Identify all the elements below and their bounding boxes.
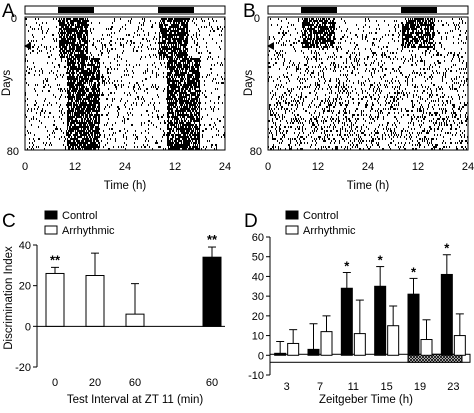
xtick-label-d: 23 xyxy=(447,381,459,393)
xtick-a-0: 0 xyxy=(22,161,28,173)
bar-d-arrhythmic-15 xyxy=(387,325,400,356)
significance-c: ** xyxy=(50,252,61,267)
bar-d-control-7 xyxy=(307,348,320,356)
ytick-label-d: 60 xyxy=(252,232,264,244)
light-dark-bar-d xyxy=(269,353,471,363)
xlabel-b: Time (h) xyxy=(347,180,390,192)
legend-label-control-d: Control xyxy=(303,210,338,222)
dark-phase-a-2 xyxy=(158,7,194,13)
actogram-activity-a xyxy=(25,18,225,150)
legend-label-control-c: Control xyxy=(62,210,97,222)
dark-phase-b-1 xyxy=(301,7,337,13)
actogram-b xyxy=(268,18,468,150)
xtick-a-12b: 12 xyxy=(169,161,181,173)
panel-a: A 0 80 Days 0 12 24 12 24 Time (h) xyxy=(1,1,231,192)
panel-d: D Control Arrhythmic -10 0 10 20 30 40 50 60 3 7 *… xyxy=(244,210,471,406)
dark-phase-d xyxy=(407,353,463,363)
light-dark-bar-b xyxy=(267,5,469,15)
legend-label-arrhythmic-c: Arrhythmic xyxy=(62,225,115,237)
bar-d-arrhythmic-19 xyxy=(420,339,433,356)
bar-d-control-15 xyxy=(374,285,387,356)
ytick-label-d: 10 xyxy=(252,331,264,343)
xtick-label-d: 11 xyxy=(348,381,359,393)
dark-phase-a-1 xyxy=(58,7,94,13)
xtick-a-24: 24 xyxy=(119,161,131,173)
xtick-label-c: 0 xyxy=(52,377,58,389)
actogram-a xyxy=(25,18,225,150)
legend-swatch-arrhythmic-d xyxy=(285,225,299,235)
bar-c-arrhythmic-60 xyxy=(125,313,145,327)
panel-letter-d: D xyxy=(244,211,258,232)
ytick-b-80: 80 xyxy=(250,146,262,158)
xlabel-d: Zeitgeber Time (h) xyxy=(319,394,413,406)
xtick-label-d: 19 xyxy=(414,381,426,393)
xlabel-a: Time (h) xyxy=(104,180,147,192)
ytick-a-80: 80 xyxy=(7,146,19,158)
significance-d: * xyxy=(344,258,350,273)
actogram-frame-a xyxy=(24,16,226,151)
bar-c-control-60 xyxy=(202,256,222,327)
xtick-label-c: 20 xyxy=(89,377,101,389)
arrow-marker-b xyxy=(267,42,274,50)
ytick-label-c: 40 xyxy=(19,240,31,252)
panel-b: B 0 80 Days 0 12 24 12 24 Time (h) xyxy=(243,1,474,192)
xtick-b-12b: 12 xyxy=(412,161,424,173)
ytick-label-c: 20 xyxy=(19,281,31,293)
panel-letter-a: A xyxy=(2,1,15,22)
bar-d-control-3 xyxy=(274,352,287,356)
chart-c: -20 0 20 40 ** 0 20 60 ** 60 xyxy=(15,232,225,389)
significance-c: ** xyxy=(207,232,218,247)
legend-label-arrhythmic-d: Arrhythmic xyxy=(303,225,356,237)
arrow-marker-a xyxy=(24,42,31,50)
ytick-label-c: 0 xyxy=(25,321,31,333)
significance-d: * xyxy=(378,253,384,268)
xtick-a-24b: 24 xyxy=(219,161,231,173)
ytick-label-c: -20 xyxy=(15,362,31,374)
legend-swatch-control-c xyxy=(44,210,58,220)
bar-d-control-11 xyxy=(340,287,353,356)
xtick-b-24: 24 xyxy=(362,161,374,173)
bar-d-control-19 xyxy=(407,293,420,356)
significance-d: * xyxy=(444,241,450,256)
panel-letter-c: C xyxy=(2,211,16,232)
legend-swatch-arrhythmic-c xyxy=(44,225,58,235)
actogram-activity-b xyxy=(268,18,468,150)
bar-d-arrhythmic-7 xyxy=(320,331,333,356)
ytick-label-d: -10 xyxy=(248,370,264,382)
ytick-label-d: 50 xyxy=(252,252,264,264)
bar-d-arrhythmic-23 xyxy=(453,335,466,356)
chart-d: -10 0 10 20 30 40 50 60 3 7 * 11 * 15 * 19 * 23 xyxy=(248,232,471,393)
xtick-label-c: 60 xyxy=(129,377,141,389)
xtick-label-d: 3 xyxy=(284,381,290,393)
actogram-frame-b xyxy=(267,16,469,151)
xtick-label-d: 7 xyxy=(317,381,323,393)
bar-c-arrhythmic-20 xyxy=(85,275,105,327)
ytick-b-0: 0 xyxy=(254,13,260,25)
ylabel-b: Days xyxy=(243,70,255,96)
bar-d-control-23 xyxy=(440,273,453,356)
xtick-b-0: 0 xyxy=(265,161,271,173)
legend-swatch-control-d xyxy=(285,210,299,220)
ytick-label-d: 30 xyxy=(252,291,264,303)
xtick-label-c: 60 xyxy=(206,377,218,389)
xtick-label-d: 15 xyxy=(381,381,393,393)
xtick-b-12: 12 xyxy=(312,161,324,173)
ytick-label-d: 20 xyxy=(252,311,264,323)
ylabel-a: Days xyxy=(1,70,13,96)
light-dark-bar-a xyxy=(24,5,226,15)
xtick-b-24b: 24 xyxy=(462,161,474,173)
panel-c: C Control Arrhythmic -20 0 20 40 ** 0 20 60 ** 60… xyxy=(2,210,225,406)
dark-phase-b-2 xyxy=(401,7,437,13)
ytick-label-d: 40 xyxy=(252,271,264,283)
panel-letter-b: B xyxy=(243,1,256,22)
xtick-a-12: 12 xyxy=(69,161,81,173)
ytick-a-0: 0 xyxy=(11,13,17,25)
significance-d: * xyxy=(411,264,417,279)
xlabel-c: Test Interval at ZT 11 (min) xyxy=(67,394,204,406)
bar-d-arrhythmic-3 xyxy=(287,342,300,356)
bar-c-arrhythmic-0 xyxy=(45,272,65,327)
ylabel-c: Discrimination Index xyxy=(3,246,15,350)
bar-d-arrhythmic-11 xyxy=(353,333,366,356)
ytick-label-d: 0 xyxy=(258,350,264,362)
